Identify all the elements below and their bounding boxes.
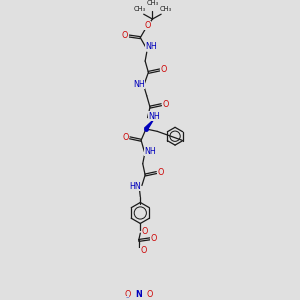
Text: O: O [123,133,129,142]
Text: O: O [157,168,164,177]
Text: NH: NH [148,112,160,121]
Text: O: O [147,290,153,299]
Text: O: O [162,100,169,109]
Text: NH: NH [133,80,145,89]
Text: ⁻: ⁻ [126,296,129,300]
Text: CH₃: CH₃ [146,0,158,6]
Text: HN: HN [129,182,140,191]
Text: N: N [135,290,142,299]
Text: NH: NH [145,42,157,51]
Text: O: O [160,65,167,74]
Text: O: O [151,234,157,243]
Text: O: O [142,227,148,236]
Polygon shape [145,120,153,130]
Text: CH₃: CH₃ [159,5,171,11]
Text: O: O [124,290,130,299]
Text: CH₃: CH₃ [134,5,146,11]
Text: O: O [122,31,128,40]
Text: O: O [144,21,151,30]
Text: NH: NH [144,147,156,156]
Text: O: O [140,246,147,255]
